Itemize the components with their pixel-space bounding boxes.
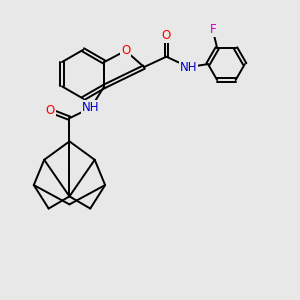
Text: NH: NH [180, 61, 197, 74]
Text: O: O [162, 29, 171, 42]
Text: O: O [46, 104, 55, 117]
Text: NH: NH [82, 101, 100, 114]
Text: F: F [209, 23, 216, 36]
Text: O: O [121, 44, 130, 57]
